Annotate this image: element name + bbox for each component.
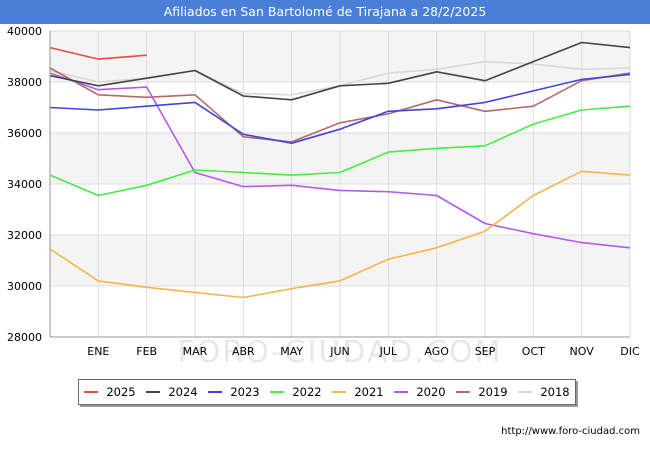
x-tick-label: MAY [280,345,303,358]
legend-label: 2023 [230,385,260,399]
x-tick-label: DIC [620,345,640,358]
source-url: http://www.foro-ciudad.com [501,426,640,437]
axes [49,31,630,338]
series-line-2020 [49,72,631,249]
x-tick-label: NOV [570,345,595,358]
legend-label: 2025 [106,385,136,399]
legend-item-2024: 2024 [146,385,198,399]
legend-swatch [456,391,471,393]
legend-label: 2021 [354,385,384,399]
x-tick-label: SEP [475,345,496,358]
y-tick-label: 36000 [7,127,42,140]
series-line-2021 [49,170,631,299]
legend-item-2021: 2021 [332,385,384,399]
legend-item-2020: 2020 [394,385,446,399]
y-tick-label: 30000 [7,280,42,293]
x-tick-label: MAR [183,345,208,358]
series-line-2019 [49,67,631,143]
y-tick-label: 38000 [7,76,42,89]
legend-label: 2024 [168,385,198,399]
legend-label: 2019 [478,385,508,399]
legend-swatch [84,391,99,393]
y-tick-label: 32000 [7,229,42,242]
legend-label: 2018 [540,385,570,399]
legend-item-2022: 2022 [270,385,322,399]
legend-item-2019: 2019 [456,385,508,399]
x-tick-label: ENE [87,345,109,358]
x-tick-label: JUN [329,345,350,358]
legend-swatch [518,391,533,393]
legend-swatch [270,391,285,393]
watermark: FORO-CIUDAD.COM [178,335,503,370]
legend-item-2023: 2023 [208,385,260,399]
legend-label: 2022 [292,385,322,399]
series-line-2022 [49,105,631,197]
series-lines [49,41,631,299]
chart-title: Afiliados en San Bartolomé de Tirajana a… [0,0,650,24]
x-tick-label: JUL [379,345,398,358]
series-line-2025 [49,46,147,60]
y-tick-label: 34000 [7,178,42,191]
x-tick-label: AGO [424,345,449,358]
tick-labels: 28000 30000 32000 34000 36000 38000 40000 ENE FE… [7,25,640,358]
legend: 2025 2024 2023 2022 2021 2020 2019 2018 [78,379,576,405]
y-tick-label: 40000 [7,25,42,38]
legend-label: 2020 [416,385,446,399]
series-line-2024 [49,41,631,101]
legend-item-2025: 2025 [84,385,136,399]
legend-item-2018: 2018 [518,385,570,399]
legend-swatch [332,391,347,393]
series-line-2023 [49,73,631,144]
legend-swatch [394,391,409,393]
x-tick-label: OCT [522,345,545,358]
x-tick-label: ABR [232,345,255,358]
legend-swatch [208,391,223,393]
y-tick-label: 28000 [7,331,42,344]
x-tick-label: FEB [136,345,157,358]
legend-swatch [146,391,161,393]
